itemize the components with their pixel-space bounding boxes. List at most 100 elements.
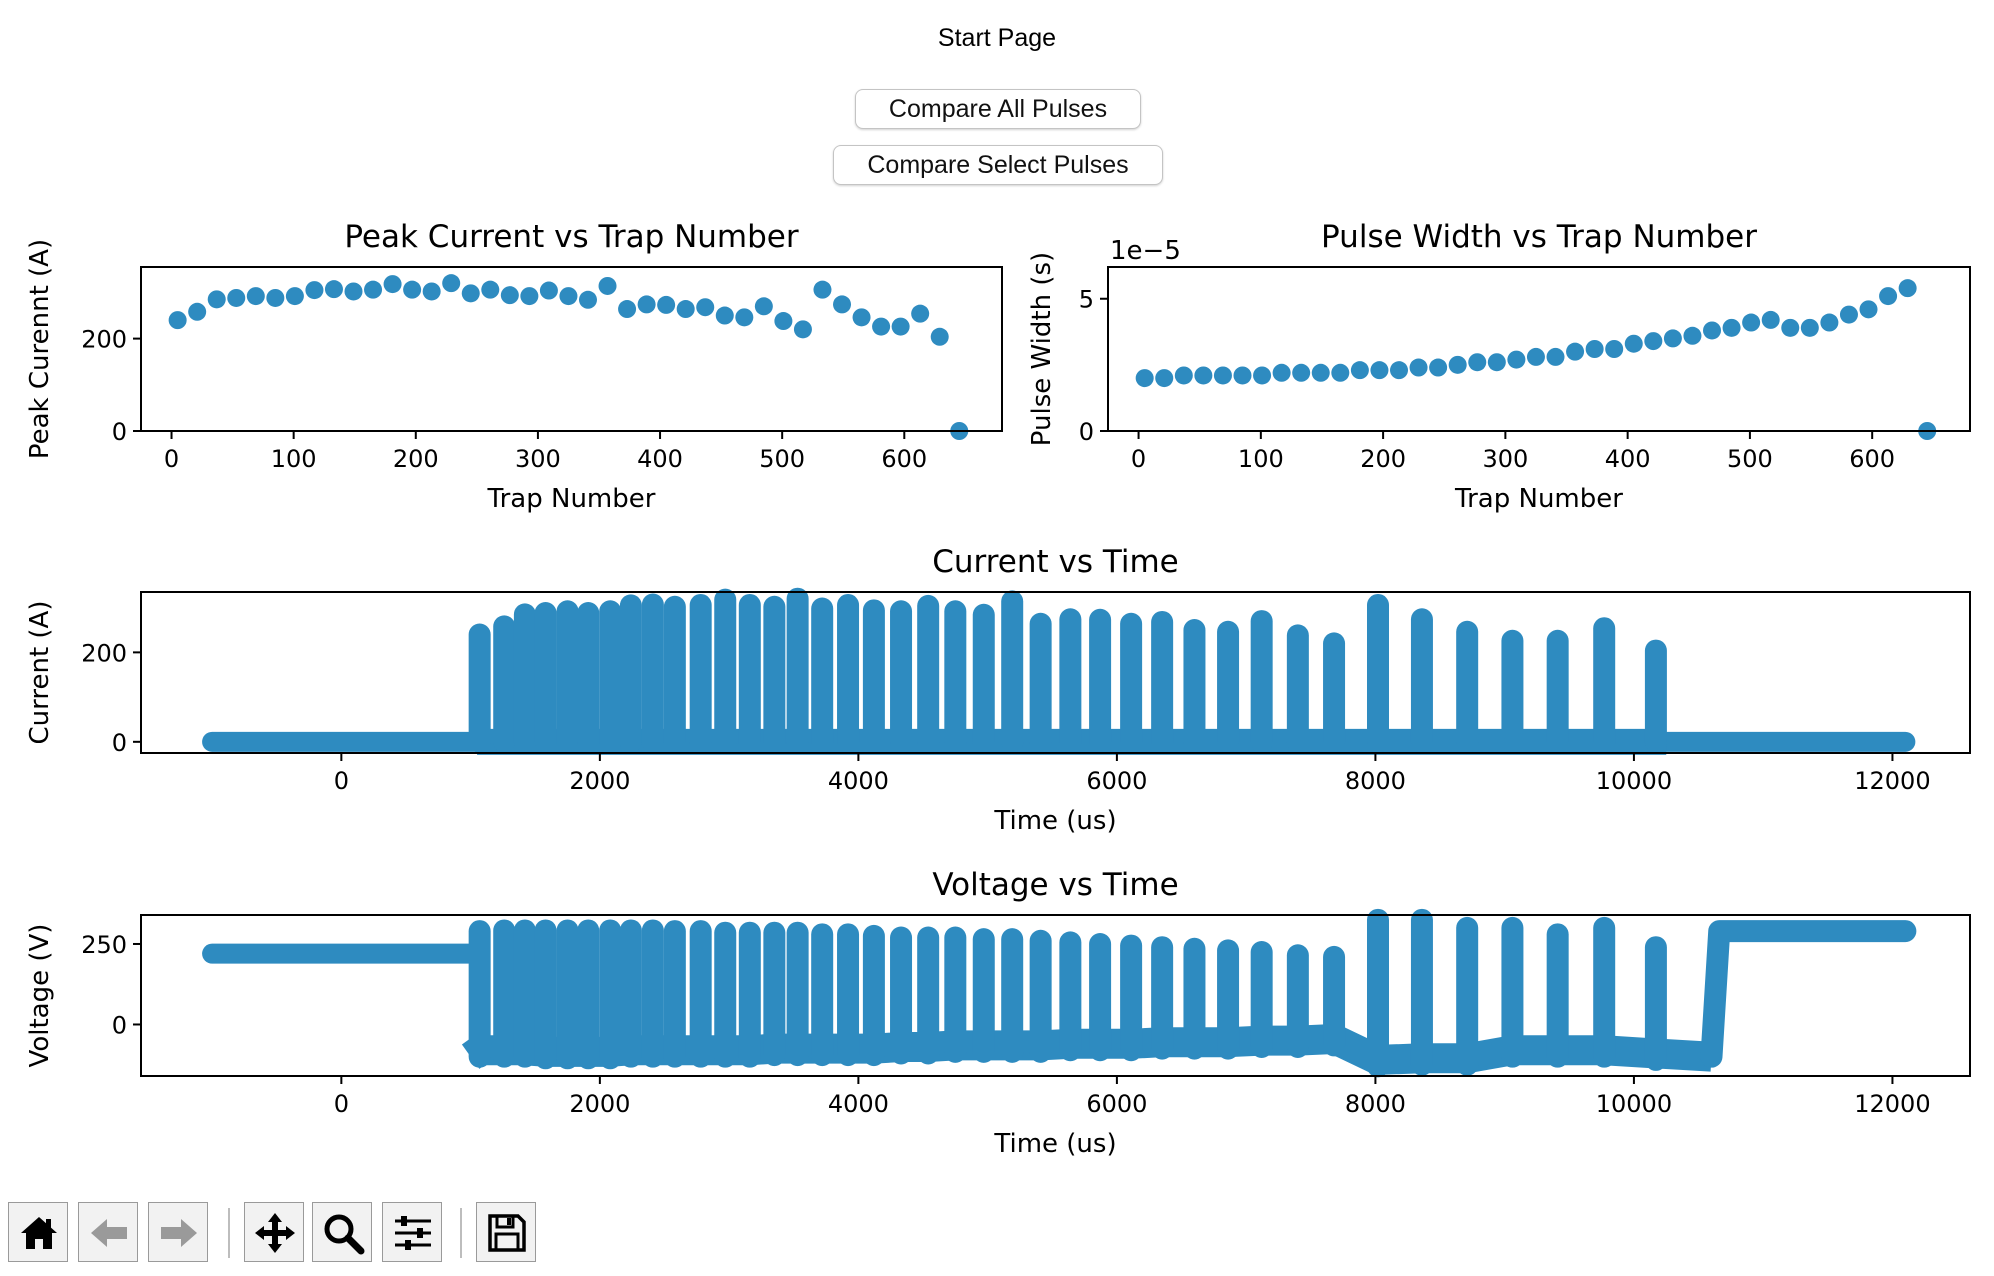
magnifier-icon: [324, 1214, 365, 1255]
x-tick-label: 500: [759, 445, 805, 473]
data-point: [1722, 318, 1741, 337]
axes-frame: [140, 914, 1971, 1077]
data-point: [285, 287, 304, 306]
x-tick-label: 600: [881, 445, 927, 473]
data-point: [1468, 353, 1487, 372]
data-point: [1898, 279, 1917, 298]
plot-area: [1135, 279, 1937, 440]
post-pulse-series: [1700, 920, 1917, 1068]
data-point: [774, 312, 793, 331]
data-point: [500, 286, 519, 305]
zoom-button[interactable]: [312, 1202, 372, 1262]
data-point: [1703, 321, 1722, 340]
data-point: [793, 320, 812, 339]
data-point: [1800, 318, 1819, 337]
data-point: [305, 281, 324, 300]
x-tick-label: 0: [334, 767, 349, 795]
data-point: [1253, 366, 1272, 385]
x-tick-label: 2000: [569, 767, 630, 795]
y-tick-label: 200: [81, 326, 127, 354]
data-point: [266, 288, 285, 307]
plot-area: [202, 587, 1916, 755]
y-tick-label: 0: [112, 1011, 127, 1039]
data-point: [1370, 361, 1389, 380]
data-point: [657, 295, 676, 314]
data-point: [618, 300, 637, 319]
data-point: [1742, 313, 1761, 332]
y-tick-label: 250: [81, 931, 127, 959]
data-point: [227, 288, 246, 307]
x-tick-label: 10000: [1596, 767, 1672, 795]
data-point: [891, 317, 910, 336]
data-point: [1624, 334, 1643, 353]
data-point: [872, 317, 891, 336]
x-tick-label: 200: [393, 445, 439, 473]
save-button[interactable]: [476, 1202, 536, 1262]
chart-title: Voltage vs Time: [932, 867, 1178, 903]
home-icon: [21, 1217, 57, 1249]
chart-title: Peak Current vs Trap Number: [344, 219, 799, 255]
x-axis-label: Time (us): [993, 806, 1116, 836]
chart-title: Current vs Time: [932, 544, 1179, 580]
x-tick-label: 300: [515, 445, 561, 473]
y-axis-label: Current (A): [25, 601, 55, 745]
arrow-right-icon: [161, 1219, 197, 1247]
back-button[interactable]: [78, 1202, 138, 1262]
data-point: [911, 304, 930, 323]
x-tick-label: 4000: [828, 767, 889, 795]
x-tick-label: 2000: [569, 1090, 630, 1118]
x-tick-label: 300: [1482, 445, 1528, 473]
x-tick-label: 6000: [1086, 767, 1147, 795]
data-point: [1663, 329, 1682, 348]
x-axis-label: Time (us): [993, 1129, 1116, 1159]
chart-title: Pulse Width vs Trap Number: [1321, 219, 1757, 255]
plot-area: [202, 908, 1917, 1078]
chart-2: 0 100 200 300 400 500 600 0 5 Pulse Width vs Trap…: [1027, 219, 1971, 514]
x-tick-label: 500: [1727, 445, 1773, 473]
x-tick-label: 8000: [1345, 767, 1406, 795]
data-point: [813, 280, 832, 299]
y-tick-label: 0: [112, 729, 127, 757]
x-tick-label: 0: [1131, 445, 1146, 473]
data-point: [578, 290, 597, 309]
data-point: [168, 311, 187, 330]
data-point: [696, 298, 715, 317]
y-axis-label: Peak Curennt (A): [25, 239, 55, 459]
sliders-icon: [395, 1216, 431, 1250]
data-point: [1233, 366, 1252, 385]
data-point: [246, 287, 265, 306]
data-point: [1839, 305, 1858, 324]
y-tick-label: 5: [1079, 286, 1094, 314]
data-point: [754, 297, 773, 316]
data-point: [1448, 355, 1467, 374]
x-tick-label: 100: [271, 445, 317, 473]
data-point: [1526, 347, 1545, 366]
compare-all-pulses-button[interactable]: Compare All Pulses: [855, 89, 1141, 129]
toolbar-separator: [460, 1208, 462, 1258]
x-tick-label: 400: [637, 445, 683, 473]
data-point: [1605, 340, 1624, 358]
data-point: [324, 280, 343, 299]
data-point: [1155, 369, 1174, 388]
data-point: [1429, 358, 1448, 377]
axes-frame: [1107, 266, 1971, 432]
pan-button[interactable]: [244, 1202, 304, 1262]
data-point: [1644, 332, 1663, 351]
configure-subplots-button[interactable]: [382, 1202, 442, 1262]
y-tick-label: 0: [1079, 418, 1094, 446]
data-point: [1781, 318, 1800, 337]
home-button[interactable]: [8, 1202, 68, 1262]
x-tick-label: 0: [334, 1090, 349, 1118]
x-tick-label: 200: [1360, 445, 1406, 473]
x-tick-label: 600: [1849, 445, 1895, 473]
forward-button[interactable]: [148, 1202, 208, 1262]
data-point: [930, 327, 949, 346]
data-point: [1213, 366, 1232, 385]
x-tick-label: 0: [164, 445, 179, 473]
x-tick-label: 12000: [1854, 767, 1930, 795]
compare-select-pulses-button[interactable]: Compare Select Pulses: [833, 145, 1163, 185]
data-point: [1350, 361, 1369, 380]
data-point: [1135, 369, 1154, 388]
data-point: [1879, 287, 1898, 306]
